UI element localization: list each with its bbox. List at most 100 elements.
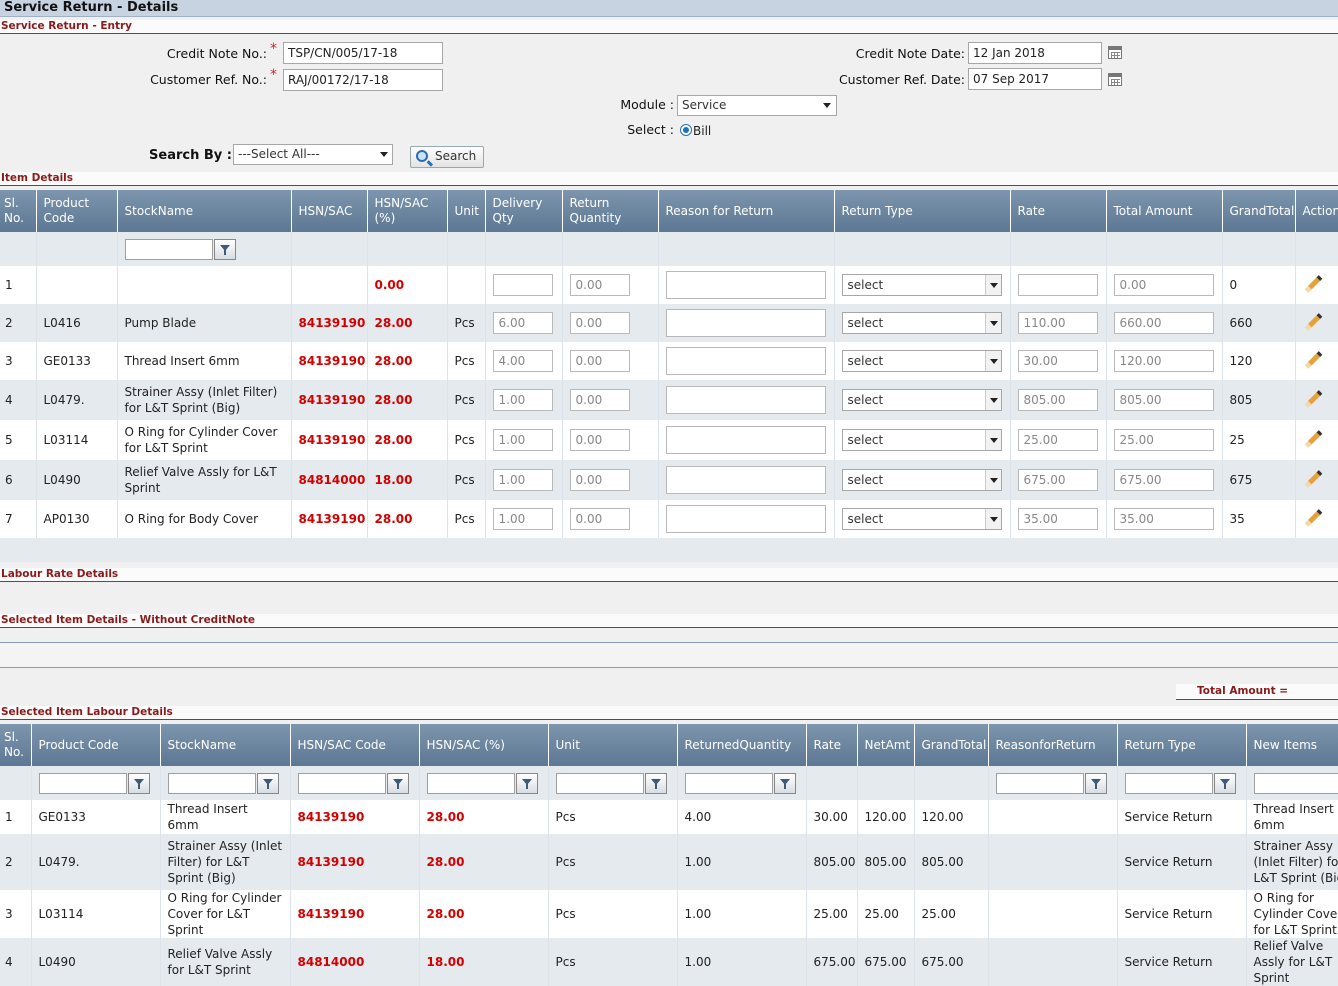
col-action[interactable]: Action [1295, 190, 1338, 232]
col-rate[interactable]: Rate [806, 724, 857, 766]
return-type-select[interactable]: select [842, 350, 1002, 372]
calendar-icon[interactable] [1108, 46, 1122, 59]
module-select[interactable]: Service [677, 95, 837, 116]
credit-note-date-input[interactable]: 12 Jan 2018 [968, 42, 1102, 64]
return-quantity-input[interactable]: 0.00 [570, 312, 630, 334]
col-sl-no[interactable]: Sl. No. [0, 190, 36, 232]
return-type-select[interactable]: select [842, 312, 1002, 334]
search-by-select[interactable]: ---Select All--- [233, 144, 393, 165]
unit-filter-input[interactable] [556, 773, 644, 794]
col-unit[interactable]: Unit [447, 190, 485, 232]
delivery-qty-input[interactable]: 6.00 [493, 312, 553, 334]
edit-pencil-icon[interactable] [1303, 390, 1323, 410]
delivery-qty-input[interactable]: 1.00 [493, 469, 553, 491]
filter-icon[interactable] [214, 239, 236, 260]
col-return-type[interactable]: Return Type [834, 190, 1010, 232]
filter-icon[interactable] [128, 773, 150, 794]
edit-pencil-icon[interactable] [1303, 430, 1323, 450]
filter-icon[interactable] [1085, 773, 1107, 794]
col-stock-name[interactable]: StockName [117, 190, 291, 232]
edit-pencil-icon[interactable] [1303, 313, 1323, 333]
total-amount-input[interactable]: 675.00 [1114, 469, 1214, 491]
col-rate[interactable]: Rate [1010, 190, 1106, 232]
return-quantity-input[interactable]: 0.00 [570, 429, 630, 451]
col-return-quantity[interactable]: Return Quantity [562, 190, 658, 232]
rate-input[interactable]: 110.00 [1018, 312, 1098, 334]
hsn-sac-pct-filter-input[interactable] [427, 773, 515, 794]
col-product-code[interactable]: Product Code [36, 190, 117, 232]
reason-for-return-input[interactable] [666, 309, 826, 337]
bill-radio[interactable] [680, 124, 692, 136]
filter-icon[interactable] [387, 773, 409, 794]
delivery-qty-input[interactable]: 4.00 [493, 350, 553, 372]
filter-icon[interactable] [1214, 773, 1236, 794]
total-amount-input[interactable]: 35.00 [1114, 508, 1214, 530]
rate-input[interactable]: 30.00 [1018, 350, 1098, 372]
reason-for-return-input[interactable] [666, 505, 826, 533]
filter-icon[interactable] [516, 773, 538, 794]
reason-for-return-input[interactable] [666, 386, 826, 414]
calendar-icon[interactable] [1108, 73, 1122, 86]
col-new-items[interactable]: New Items [1246, 724, 1338, 766]
total-amount-input[interactable]: 25.00 [1114, 429, 1214, 451]
col-delivery-qty[interactable]: Delivery Qty [485, 190, 562, 232]
edit-pencil-icon[interactable] [1303, 275, 1323, 295]
return-type-select[interactable]: select [842, 508, 1002, 530]
reason-for-return-input[interactable] [666, 426, 826, 454]
return-type-select[interactable]: select [842, 469, 1002, 491]
hsn-sac-code-filter-input[interactable] [298, 773, 386, 794]
rate-input[interactable]: 35.00 [1018, 508, 1098, 530]
reason-for-return-input[interactable] [666, 466, 826, 494]
col-reason-for-return[interactable]: Reason for Return [658, 190, 834, 232]
return-type-select[interactable]: select [842, 389, 1002, 411]
customer-ref-no-input[interactable]: RAJ/00172/17-18 [283, 69, 443, 91]
total-amount-input[interactable]: 0.00 [1114, 274, 1214, 296]
returned-qty-filter-input[interactable] [685, 773, 773, 794]
total-amount-input[interactable]: 660.00 [1114, 312, 1214, 334]
delivery-qty-input[interactable] [493, 274, 553, 296]
col-grand-total[interactable]: GrandTotal [1222, 190, 1295, 232]
col-returned-quantity[interactable]: ReturnedQuantity [677, 724, 806, 766]
col-return-type[interactable]: Return Type [1117, 724, 1246, 766]
return-quantity-input[interactable]: 0.00 [570, 508, 630, 530]
filter-icon[interactable] [645, 773, 667, 794]
col-product-code[interactable]: Product Code [31, 724, 160, 766]
col-hsn-sac-pct[interactable]: HSN/SAC (%) [419, 724, 548, 766]
edit-pencil-icon[interactable] [1303, 351, 1323, 371]
delivery-qty-input[interactable]: 1.00 [493, 429, 553, 451]
rate-input[interactable]: 805.00 [1018, 389, 1098, 411]
edit-pencil-icon[interactable] [1303, 470, 1323, 490]
stock-name-filter-input[interactable] [168, 773, 256, 794]
reason-for-return-input[interactable] [666, 347, 826, 375]
filter-icon[interactable] [774, 773, 796, 794]
delivery-qty-input[interactable]: 1.00 [493, 389, 553, 411]
return-type-select[interactable]: select [842, 274, 1002, 296]
col-grand-total[interactable]: GrandTotal [914, 724, 988, 766]
reason-for-return-input[interactable] [666, 271, 826, 299]
edit-pencil-icon[interactable] [1303, 509, 1323, 529]
rate-input[interactable] [1018, 274, 1098, 296]
return-type-filter-input[interactable] [1125, 773, 1213, 794]
new-items-filter-input[interactable] [1254, 773, 1338, 794]
total-amount-input[interactable]: 805.00 [1114, 389, 1214, 411]
stock-name-filter-input[interactable] [125, 239, 213, 260]
return-quantity-input[interactable]: 0.00 [570, 350, 630, 372]
customer-ref-date-input[interactable]: 07 Sep 2017 [968, 68, 1102, 90]
return-type-select[interactable]: select [842, 429, 1002, 451]
rate-input[interactable]: 675.00 [1018, 469, 1098, 491]
col-hsn-sac-code[interactable]: HSN/SAC Code [290, 724, 419, 766]
col-hsn-sac[interactable]: HSN/SAC [291, 190, 367, 232]
col-stock-name[interactable]: StockName [160, 724, 290, 766]
col-hsn-sac-pct[interactable]: HSN/SAC (%) [367, 190, 447, 232]
col-total-amount[interactable]: Total Amount [1106, 190, 1222, 232]
return-quantity-input[interactable]: 0.00 [570, 469, 630, 491]
reason-filter-input[interactable] [996, 773, 1084, 794]
delivery-qty-input[interactable]: 1.00 [493, 508, 553, 530]
credit-note-no-input[interactable]: TSP/CN/005/17-18 [283, 42, 443, 64]
col-unit[interactable]: Unit [548, 724, 677, 766]
return-quantity-input[interactable]: 0.00 [570, 274, 630, 296]
col-net-amt[interactable]: NetAmt [857, 724, 914, 766]
total-amount-input[interactable]: 120.00 [1114, 350, 1214, 372]
product-code-filter-input[interactable] [39, 773, 127, 794]
col-reason-for-return[interactable]: ReasonforReturn [988, 724, 1117, 766]
